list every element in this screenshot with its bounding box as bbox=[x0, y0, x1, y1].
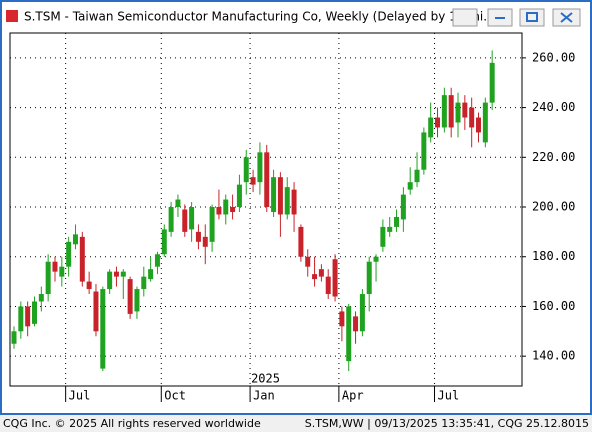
app-icon bbox=[6, 10, 18, 22]
candle-body bbox=[407, 182, 413, 190]
candle-body bbox=[141, 276, 147, 290]
candle-body bbox=[448, 95, 454, 128]
candle-body bbox=[154, 254, 160, 267]
x-tick-label: Apr bbox=[342, 389, 364, 403]
status-bar bbox=[0, 415, 592, 432]
close-icon bbox=[560, 12, 573, 23]
candle-body bbox=[318, 269, 324, 277]
window-frame bbox=[0, 0, 592, 415]
candle-body bbox=[134, 289, 140, 312]
candle-body bbox=[216, 207, 222, 215]
window-title: S.TSM - Taiwan Semiconductor Manufacturi… bbox=[24, 10, 495, 24]
candle-body bbox=[394, 216, 400, 227]
candle-body bbox=[257, 152, 263, 183]
candle-body bbox=[120, 271, 126, 277]
candle-body bbox=[189, 207, 195, 230]
candle-body bbox=[489, 62, 495, 103]
year-label: 2025 bbox=[251, 372, 280, 386]
candle-body bbox=[332, 259, 338, 297]
candle-body bbox=[100, 289, 106, 369]
candle-body bbox=[195, 231, 201, 242]
candle-body bbox=[284, 187, 290, 215]
candle-body bbox=[230, 207, 236, 212]
candle-body bbox=[52, 261, 58, 272]
candle-body bbox=[236, 184, 242, 208]
candle-body bbox=[346, 306, 352, 362]
link-button[interactable] bbox=[452, 8, 478, 27]
candle-body bbox=[366, 261, 372, 295]
candle-body bbox=[25, 306, 31, 327]
y-tick-label: 240.00 bbox=[532, 100, 575, 114]
candle-body bbox=[250, 177, 256, 185]
y-tick-label: 200.00 bbox=[532, 200, 575, 214]
candle-body bbox=[72, 234, 78, 245]
footer-right: S.TSM,WW | 09/13/2025 13:35:41, CQG 25.1… bbox=[305, 417, 589, 430]
candle-body bbox=[127, 279, 133, 314]
candle-body bbox=[243, 157, 249, 183]
candle-body bbox=[264, 152, 270, 208]
candle-body bbox=[373, 256, 379, 262]
y-tick-label: 260.00 bbox=[532, 50, 575, 64]
candle-body bbox=[435, 117, 441, 128]
maximize-button[interactable] bbox=[519, 8, 545, 27]
candle-body bbox=[298, 226, 304, 257]
candle-body bbox=[380, 226, 386, 247]
candle-body bbox=[455, 102, 461, 123]
candle-body bbox=[400, 194, 406, 220]
candle-body bbox=[148, 269, 154, 280]
candle-body bbox=[277, 177, 283, 215]
candle-body bbox=[291, 189, 297, 215]
candle-body bbox=[441, 95, 447, 128]
candle-body bbox=[305, 256, 311, 267]
candle-body bbox=[325, 276, 331, 295]
candle-body bbox=[223, 199, 229, 215]
candle-body bbox=[86, 281, 92, 290]
candle-body bbox=[45, 261, 51, 295]
y-tick-label: 140.00 bbox=[532, 349, 575, 363]
candle-body bbox=[339, 311, 345, 327]
candle-body bbox=[476, 117, 482, 133]
footer-left: CQG Inc. © 2025 All rights reserved worl… bbox=[3, 417, 261, 430]
candle-body bbox=[175, 199, 181, 208]
candle-body bbox=[66, 241, 72, 267]
x-tick-label: Jul bbox=[69, 389, 91, 403]
candle-body bbox=[421, 132, 427, 170]
candle-body bbox=[414, 169, 420, 183]
candle-body bbox=[359, 294, 365, 332]
candle-body bbox=[182, 209, 188, 232]
candle-body bbox=[312, 274, 318, 280]
candle-body bbox=[161, 229, 167, 255]
candle-body bbox=[168, 207, 174, 232]
candle-body bbox=[482, 102, 488, 143]
y-tick-label: 160.00 bbox=[532, 299, 575, 313]
candle-body bbox=[79, 236, 85, 282]
x-tick-label: Jul bbox=[438, 389, 460, 403]
candle-body bbox=[11, 331, 17, 344]
candle-body bbox=[462, 102, 468, 118]
candle-body bbox=[113, 271, 119, 277]
candle-body bbox=[428, 117, 434, 138]
candle-body bbox=[107, 271, 113, 290]
candle-body bbox=[387, 226, 393, 232]
plot-area bbox=[9, 32, 523, 387]
candle-body bbox=[31, 301, 37, 324]
maximize-icon bbox=[526, 12, 538, 22]
x-tick-label: Jan bbox=[253, 389, 275, 403]
candle-body bbox=[209, 207, 215, 242]
candle-body bbox=[93, 291, 99, 332]
y-tick-label: 180.00 bbox=[532, 249, 575, 263]
candle-body bbox=[353, 316, 359, 332]
candle-body bbox=[202, 236, 208, 247]
candle-body bbox=[59, 266, 65, 277]
y-tick-label: 220.00 bbox=[532, 150, 575, 164]
candle-body bbox=[469, 107, 475, 128]
x-tick-label: Oct bbox=[164, 389, 186, 403]
candle-body bbox=[38, 294, 44, 302]
candle-body bbox=[271, 177, 277, 212]
candle-body bbox=[18, 306, 24, 332]
